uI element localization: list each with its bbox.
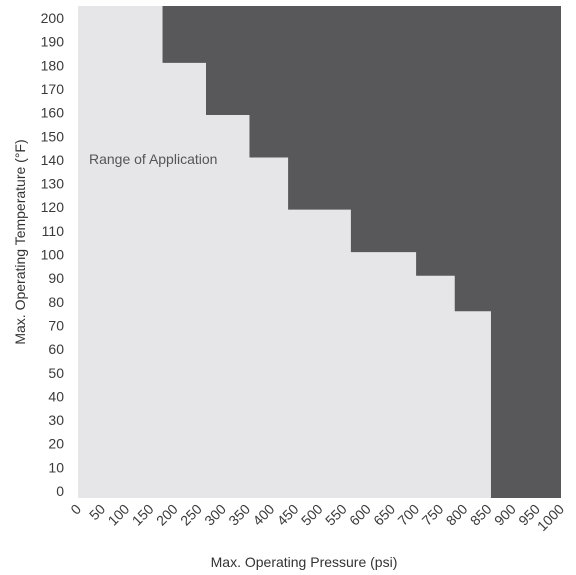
y-tick-label: 50 — [48, 365, 64, 381]
x-tick-label: 0 — [67, 501, 84, 518]
y-tick-label: 160 — [41, 105, 65, 121]
x-tick-label: 150 — [129, 501, 157, 529]
y-tick-label: 120 — [41, 199, 65, 215]
x-tick-label: 550 — [322, 501, 350, 529]
x-tick-label: 750 — [419, 501, 447, 529]
y-tick-label: 200 — [41, 10, 65, 26]
x-tick-label: 300 — [201, 501, 229, 529]
x-tick-label: 600 — [346, 501, 374, 529]
y-tick-label: 70 — [48, 317, 64, 333]
x-axis-title: Max. Operating Pressure (psi) — [211, 554, 398, 570]
x-tick-label: 700 — [394, 501, 422, 529]
y-tick-label: 90 — [48, 270, 64, 286]
y-tick-label: 60 — [48, 341, 64, 357]
y-tick-label: 130 — [41, 176, 65, 192]
y-tick-label: 180 — [41, 57, 65, 73]
range-of-application-area — [78, 6, 491, 498]
x-tick-label: 1000 — [534, 501, 567, 534]
plot-area — [78, 6, 561, 498]
x-tick-label: 200 — [153, 501, 181, 529]
x-tick-label: 350 — [225, 501, 253, 529]
y-tick-label: 100 — [41, 247, 65, 263]
y-tick-label: 10 — [48, 459, 64, 475]
x-tick-label: 900 — [491, 501, 519, 529]
y-tick-label: 190 — [41, 34, 65, 50]
y-axis-title: Max. Operating Temperature (°F) — [12, 139, 28, 344]
y-tick-label: 40 — [48, 388, 64, 404]
region-label: Range of Application — [89, 151, 217, 167]
y-tick-label: 150 — [41, 128, 65, 144]
y-axis: 0 10 20 30 40 50 60 70 80 90 100 110 120 130 140 150 160… — [41, 10, 65, 499]
y-tick-label: 20 — [48, 436, 64, 452]
y-tick-label: 0 — [56, 483, 64, 499]
x-tick-label: 850 — [467, 501, 495, 529]
x-tick-label: 450 — [274, 501, 302, 529]
x-tick-label: 100 — [105, 501, 133, 529]
y-tick-label: 30 — [48, 412, 64, 428]
x-tick-label: 250 — [177, 501, 205, 529]
y-tick-label: 170 — [41, 81, 65, 97]
x-tick-label: 800 — [443, 501, 471, 529]
x-axis: 0 501001502002503003504004505005506006507… — [67, 501, 567, 534]
x-tick-label: 50 — [86, 501, 108, 523]
y-tick-label: 110 — [42, 223, 65, 239]
y-tick-label: 140 — [41, 152, 65, 168]
x-tick-label: 400 — [249, 501, 277, 529]
y-tick-label: 80 — [48, 294, 64, 310]
x-tick-label: 650 — [370, 501, 398, 529]
x-tick-label: 500 — [298, 501, 326, 529]
